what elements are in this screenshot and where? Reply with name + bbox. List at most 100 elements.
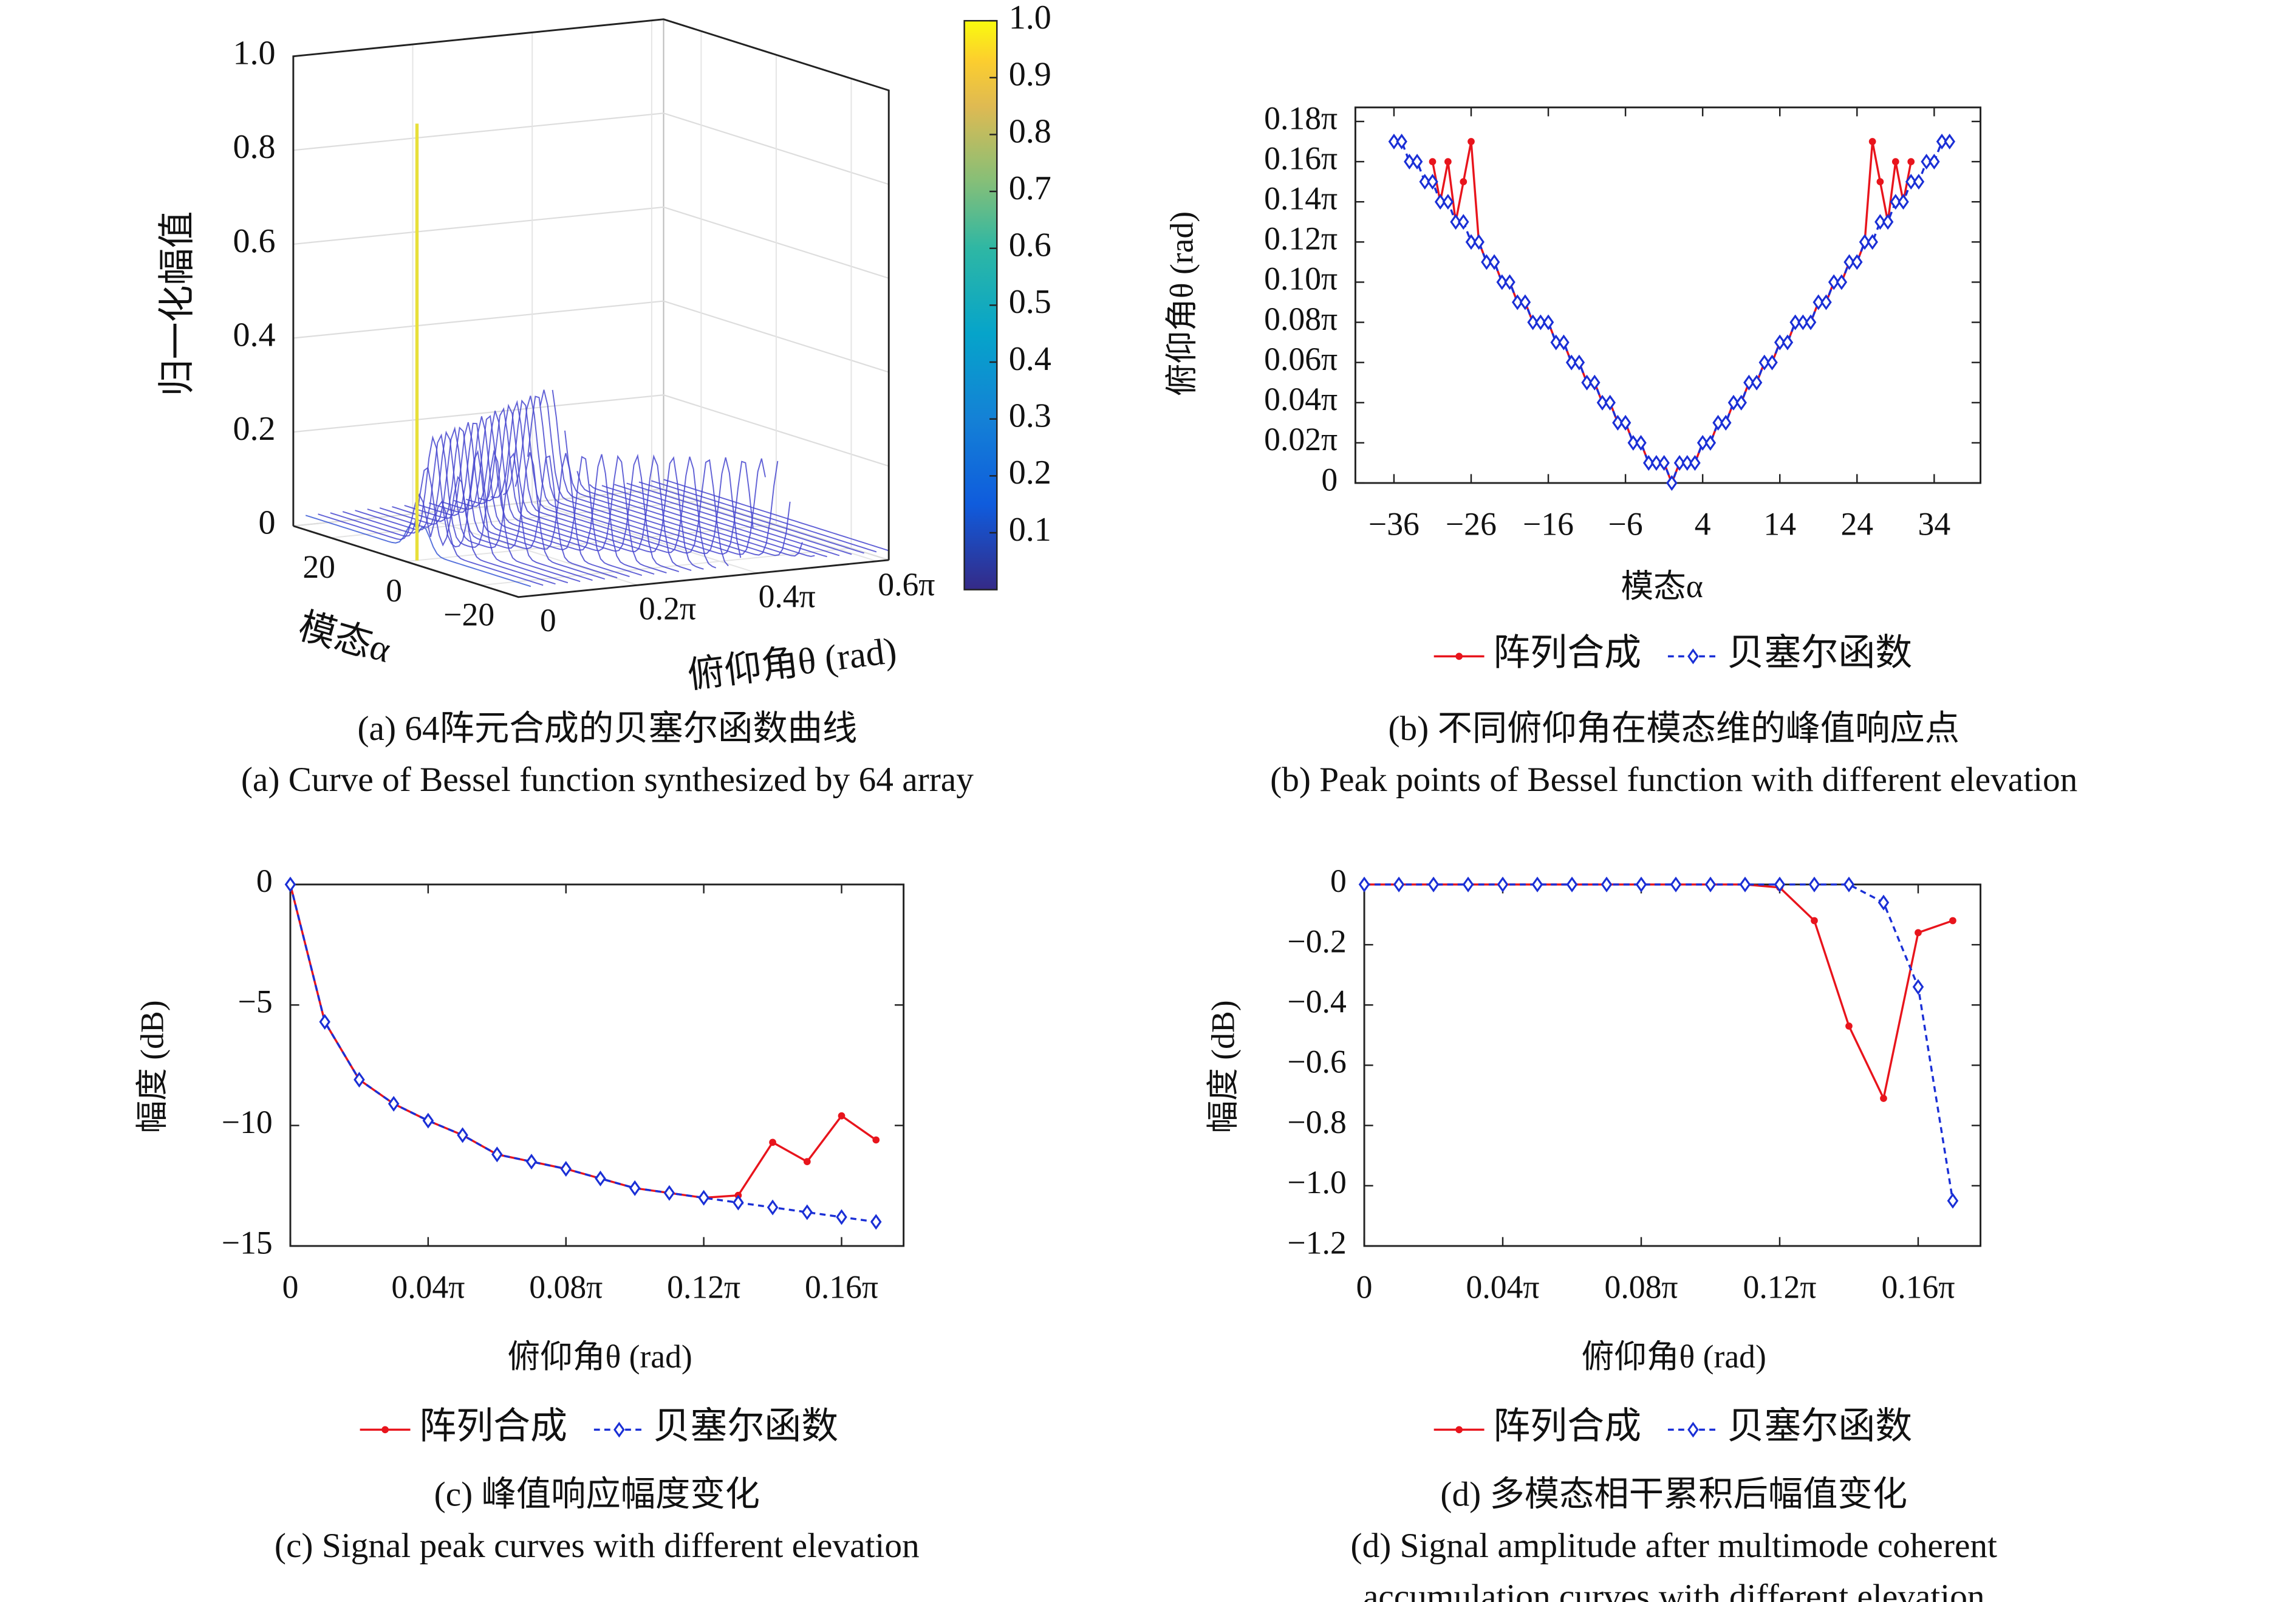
data-point — [1845, 1022, 1853, 1030]
data-point — [1782, 334, 1794, 351]
data-point — [1419, 174, 1431, 190]
y-tick-label: 0.10π — [1264, 261, 1338, 297]
y-tick-label: −15 — [222, 1224, 273, 1261]
data-point — [1612, 414, 1624, 431]
series-line — [1364, 883, 1954, 1201]
data-point — [1396, 134, 1407, 149]
data-point — [1949, 917, 1956, 925]
y-axis-label: 幅度 (dB) — [134, 1000, 170, 1133]
data-point — [1905, 174, 1917, 190]
y-axis-label: 俯仰角θ (rad) — [1163, 211, 1200, 396]
data-point — [1681, 455, 1693, 471]
data-point — [1429, 158, 1437, 165]
data-point — [1404, 154, 1415, 170]
data-point — [698, 1190, 709, 1206]
surface-line — [416, 422, 643, 576]
data-point — [1720, 414, 1732, 431]
surface-line — [429, 416, 655, 575]
surface-line — [576, 471, 803, 557]
surface-line — [466, 407, 692, 571]
data-point — [1573, 354, 1585, 371]
data-point — [1929, 154, 1940, 170]
data-point — [1880, 1095, 1887, 1102]
y-tick-label: −0.4 — [1287, 984, 1346, 1020]
data-point — [870, 1214, 882, 1230]
data-point — [1427, 174, 1438, 190]
z-tick-label: 1.0 — [233, 35, 275, 72]
colorbar-tick-label: 0.1 — [1009, 511, 1051, 549]
surface-line — [613, 484, 840, 556]
data-point — [1434, 194, 1446, 210]
data-point — [1450, 214, 1461, 230]
y-tick-label: 0.12π — [1264, 221, 1338, 257]
plot-frame — [1363, 883, 1982, 1247]
y-tick-label: −0.2 — [1287, 923, 1346, 959]
z-tick-label: 0 — [259, 504, 276, 542]
legend-label: 贝塞尔函数 — [1727, 632, 1912, 673]
y-tick-label: 0.06π — [1264, 341, 1338, 377]
data-point — [1604, 394, 1616, 411]
data-point — [1877, 894, 1890, 911]
grid-line — [406, 55, 777, 563]
legend-label: 贝塞尔函数 — [1727, 1406, 1912, 1446]
surface-line — [514, 395, 742, 558]
x-tick-label: 24 — [1840, 506, 1873, 543]
colorbar-tick-label: 0.8 — [1009, 112, 1051, 150]
data-point — [1488, 254, 1500, 270]
surface-line — [552, 389, 779, 556]
y-tick-label: 0.08π — [1264, 301, 1338, 337]
surface-line — [441, 415, 667, 573]
colorbar-tick-label: 0.4 — [1009, 340, 1051, 378]
series-line — [1364, 883, 1953, 1102]
y-tick-label: 0 — [386, 572, 402, 609]
x-tick-label: 0.08π — [529, 1268, 603, 1305]
colorbar-tick-label: 0.6 — [1009, 227, 1051, 264]
data-point — [1712, 414, 1724, 431]
data-point — [1874, 214, 1886, 230]
x-axis-label: 俯仰角θ (rad) — [508, 1338, 692, 1375]
surface-line — [527, 395, 754, 555]
data-point — [1890, 194, 1902, 210]
legend-marker — [381, 1426, 389, 1434]
data-point — [1936, 134, 1948, 149]
data-point — [629, 1180, 641, 1196]
y-tick-label: −20 — [443, 596, 494, 632]
surface-line — [564, 430, 791, 556]
z-tick-label: 0.8 — [233, 128, 275, 166]
data-point — [1704, 876, 1717, 892]
z-tick-label: 0.6 — [233, 222, 275, 260]
data-point — [1843, 254, 1855, 270]
data-point — [422, 1112, 434, 1129]
surface-line — [342, 435, 569, 584]
data-point — [595, 1170, 606, 1186]
x-tick-label: 0.16π — [805, 1268, 878, 1305]
surface-line — [589, 484, 815, 557]
data-point — [1704, 434, 1717, 451]
z-axis-label: 归一化幅值 — [157, 211, 198, 397]
data-point — [1947, 1193, 1959, 1209]
caption: accumulation curves with different eleva… — [1363, 1578, 1985, 1602]
data-point — [1670, 876, 1682, 892]
grid-line — [651, 20, 877, 562]
data-point — [1565, 354, 1577, 371]
data-point — [354, 1072, 365, 1088]
data-point — [1811, 917, 1818, 925]
y-axis-label: 幅度 (dB) — [1205, 1000, 1242, 1133]
data-point — [1843, 876, 1855, 892]
data-point — [1473, 234, 1485, 250]
surface-line — [355, 433, 581, 583]
data-point — [1511, 294, 1523, 310]
x-tick-label: 0 — [282, 1268, 299, 1305]
colorbar-tick-label: 0.5 — [1009, 283, 1051, 321]
x-tick-label: 0.12π — [667, 1268, 740, 1305]
data-point — [1635, 876, 1647, 892]
data-point — [1727, 394, 1740, 411]
data-point — [1743, 374, 1755, 391]
y-tick-label: −10 — [222, 1104, 273, 1140]
x-tick-label: 0 — [540, 602, 556, 638]
data-point — [1497, 876, 1509, 892]
colorbar-tick-label: 0.3 — [1009, 397, 1051, 435]
y-tick-label: −1.0 — [1287, 1164, 1346, 1200]
data-point — [1427, 876, 1440, 892]
data-point — [388, 1095, 400, 1112]
